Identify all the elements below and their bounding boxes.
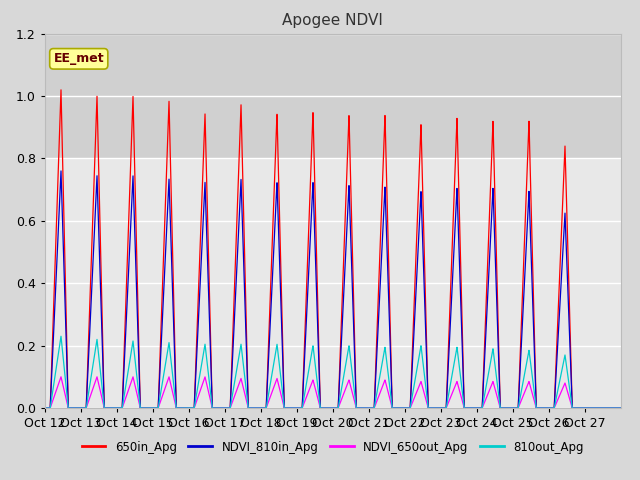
Title: Apogee NDVI: Apogee NDVI	[282, 13, 383, 28]
Bar	[45, 34, 621, 158]
Text: EE_met: EE_met	[54, 52, 104, 65]
Legend: 650in_Apg, NDVI_810in_Apg, NDVI_650out_Apg, 810out_Apg: 650in_Apg, NDVI_810in_Apg, NDVI_650out_A…	[77, 436, 589, 458]
